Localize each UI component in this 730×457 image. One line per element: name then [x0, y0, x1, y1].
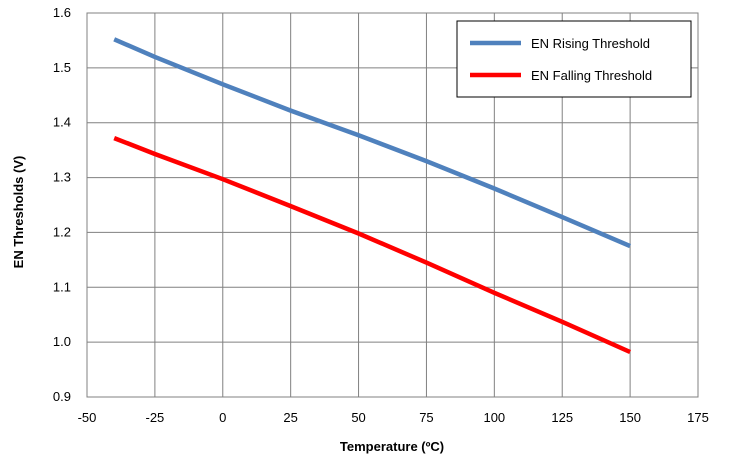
x-axis-tick-labels: -50 -25 0 25 50 75 100 125 150 175 [78, 410, 709, 425]
x-tick-label: 150 [619, 410, 641, 425]
x-tick-label: 0 [219, 410, 226, 425]
x-tick-label: 100 [483, 410, 505, 425]
y-tick-label: 1.0 [53, 334, 71, 349]
x-tick-label: 25 [283, 410, 297, 425]
x-tick-label: -25 [145, 410, 164, 425]
series-line-en-falling-threshold [113, 136, 632, 355]
x-tick-label: 175 [687, 410, 709, 425]
legend-label: EN Falling Threshold [531, 68, 652, 83]
plot-area-frame [86, 12, 699, 398]
series-lines [113, 37, 632, 355]
x-tick-label: 125 [551, 410, 573, 425]
y-axis-tick-labels: 0.9 1.0 1.1 1.2 1.3 1.4 1.5 1.6 [53, 5, 71, 404]
y-tick-label: 1.6 [53, 5, 71, 20]
legend-box [456, 20, 692, 98]
series-line-en-rising-threshold [113, 37, 631, 249]
y-tick-label: 1.1 [53, 279, 71, 294]
y-tick-label: 1.4 [53, 115, 71, 130]
y-tick-label: 1.5 [53, 60, 71, 75]
x-tick-label: -50 [78, 410, 97, 425]
x-axis-title: Temperature (ºC) [340, 439, 444, 454]
legend-label: EN Rising Threshold [531, 36, 650, 51]
y-tick-label: 0.9 [53, 389, 71, 404]
x-tick-label: 50 [351, 410, 365, 425]
y-tick-label: 1.2 [53, 224, 71, 239]
y-tick-label: 1.3 [53, 170, 71, 185]
y-axis-title: EN Thresholds (V) [11, 156, 26, 269]
legend: EN Rising Threshold EN Falling Threshold [456, 20, 692, 98]
x-tick-label: 75 [419, 410, 433, 425]
